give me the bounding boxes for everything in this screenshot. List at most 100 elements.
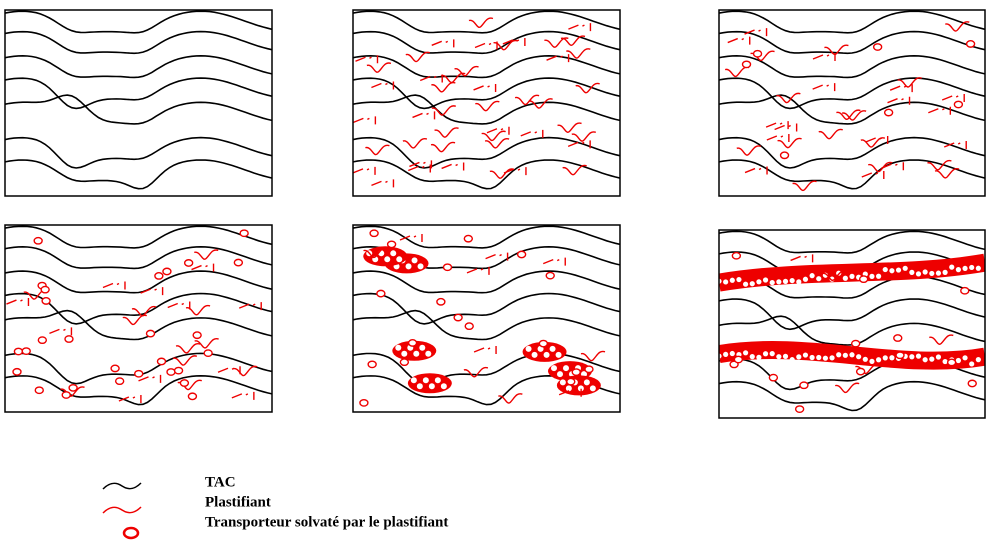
transporteur (183, 259, 194, 267)
tac-line (719, 10, 985, 34)
plastifiant (231, 391, 255, 400)
aggregate-dot (836, 352, 842, 358)
aggregate-dot (776, 354, 782, 360)
panels (4, 9, 986, 419)
plastifiant (6, 298, 30, 307)
tac-line (719, 136, 985, 169)
plastifiant (441, 72, 466, 84)
tac-line (353, 136, 620, 169)
aggregate-dot (849, 273, 855, 279)
transporteur (156, 357, 167, 366)
plastifiant (431, 105, 457, 116)
plastifiant (744, 28, 768, 37)
legend-label: TAC (205, 474, 236, 490)
aggregate-dot (929, 356, 935, 362)
aggregate-dot (537, 345, 544, 352)
aggregate-dot (882, 266, 888, 273)
plastifiant (868, 161, 893, 173)
aggregate-dot (909, 354, 915, 360)
transporteur (40, 285, 50, 294)
tac-line (719, 380, 985, 412)
plastifiant (889, 84, 913, 93)
aggregate-dot (902, 265, 908, 271)
legend-tac-icon (102, 482, 142, 490)
transporteur (162, 267, 172, 276)
plastifiant (812, 52, 836, 61)
aggregate-dot (802, 352, 809, 358)
aggregate-dot (915, 353, 922, 359)
plastifiant (138, 374, 162, 383)
plastifiant (503, 167, 527, 176)
plastifiant (489, 168, 515, 179)
transporteur (154, 272, 164, 280)
plastifiant (408, 164, 431, 173)
aggregate-dot (929, 270, 935, 277)
transporteur (399, 358, 410, 367)
plastifiant (371, 81, 395, 90)
panel-content (5, 225, 272, 406)
plastifiant (860, 137, 886, 148)
transporteur (538, 339, 549, 348)
transporteur (946, 358, 957, 367)
aggregate-dot (969, 264, 975, 271)
plastifiant (542, 257, 566, 266)
plastifiant (412, 111, 436, 120)
transporteur (233, 258, 244, 267)
aggregate-dot (876, 273, 882, 279)
plastifiant (836, 109, 861, 121)
legend-transporteur-icon (122, 526, 140, 540)
tac-line (719, 94, 985, 125)
plastifiant (747, 341, 772, 353)
aggregate-dot (589, 385, 596, 392)
plastifiant (217, 366, 241, 375)
plastifiant (520, 129, 544, 138)
transporteur (893, 334, 903, 342)
plastifiant (861, 170, 885, 179)
transporteur (61, 391, 71, 399)
aggregate-dot (796, 354, 802, 360)
aggregate-dot (969, 361, 975, 367)
aggregate-dot (384, 256, 391, 263)
transporteur (369, 229, 379, 238)
tac-line (5, 292, 272, 325)
plastifiant (102, 281, 126, 290)
aggregate-dot (428, 383, 435, 390)
aggregate-dot (889, 355, 895, 361)
aggregate-dot (405, 263, 412, 270)
transporteur (12, 367, 22, 376)
aggregate-dot (401, 350, 408, 357)
panel-frame (718, 9, 986, 197)
aggregate-dot (822, 355, 829, 361)
aggregate-dot (975, 357, 981, 363)
plastifiant (790, 254, 814, 263)
plastifiant (766, 134, 790, 143)
aggregate-dot (816, 276, 822, 282)
plastifiant (172, 355, 198, 366)
panel (352, 224, 621, 413)
aggregate-dot (419, 344, 426, 351)
aggregate-dot (762, 351, 769, 357)
aggregate-dot (434, 377, 441, 384)
aggregate-dot (562, 365, 569, 372)
aggregate-dot (942, 269, 948, 275)
panel-frame (352, 224, 621, 413)
transporteur (883, 108, 894, 117)
aggregate-dot (550, 365, 557, 372)
transporteur (173, 366, 184, 375)
tac-line (5, 270, 272, 294)
transporteur (64, 335, 74, 343)
tac-line (719, 30, 985, 55)
aggregate-dot (975, 265, 981, 271)
aggregate-dot (962, 355, 968, 361)
transporteur (799, 381, 809, 390)
plastifiant (419, 74, 443, 83)
plastifiant (897, 77, 922, 88)
aggregate-dot (862, 356, 868, 362)
plastifiant (777, 137, 802, 149)
plastifiant (402, 137, 428, 149)
tac-line (353, 270, 620, 294)
aggregate-dot (842, 352, 848, 358)
aggregate-dot (796, 279, 802, 285)
plastifiant (60, 386, 85, 397)
aggregate-dot (577, 385, 584, 392)
